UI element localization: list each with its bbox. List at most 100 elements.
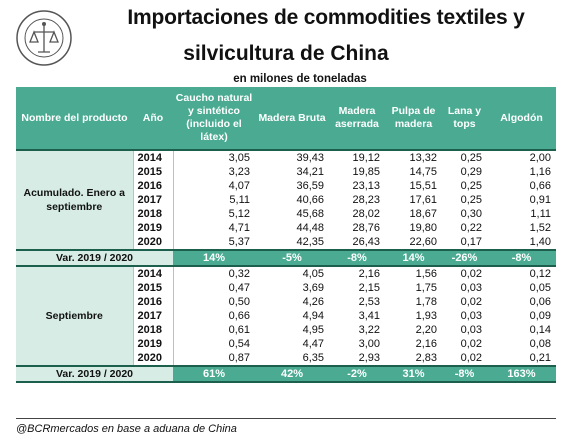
table-row: 2019 0,54 4,47 3,00 2,16 0,02 0,08 — [16, 337, 556, 351]
value-cell: 0,03 — [460, 310, 482, 322]
value-cell: 0,02 — [460, 296, 482, 308]
value-cell: 0,02 — [460, 352, 482, 364]
value-cell: 0,06 — [529, 296, 551, 308]
year-cell: 2014 — [133, 150, 174, 165]
table-row: 2018 5,12 45,68 28,02 18,67 0,30 1,11 — [16, 207, 556, 221]
value-cell: 3,00 — [358, 338, 380, 350]
value-cell: 44,48 — [296, 222, 324, 234]
table-row: 2015 3,23 34,21 19,85 14,75 0,29 1,16 — [16, 165, 556, 179]
table-row: 2019 4,71 44,48 28,76 19,80 0,22 1,52 — [16, 221, 556, 235]
value-cell: 45,68 — [296, 208, 324, 220]
year-cell: 2020 — [133, 351, 174, 366]
year-cell: 2016 — [133, 179, 174, 193]
value-cell: 0,05 — [529, 282, 551, 294]
value-cell: 13,32 — [409, 152, 437, 164]
variation-value: 61% — [173, 365, 255, 383]
col-header-sawn-wood: Madera aserrada — [329, 87, 385, 151]
col-header-cotton: Algodón — [487, 87, 556, 151]
variation-value: -8% — [442, 365, 487, 383]
value-cell: 19,85 — [352, 166, 380, 178]
value-cell: 39,43 — [296, 152, 324, 164]
value-cell: 0,66 — [228, 310, 250, 322]
value-cell: 5,11 — [229, 194, 250, 206]
col-header-pulp: Pulpa de madera — [385, 87, 442, 151]
source-footer: @BCRmercados en base a aduana de China — [16, 423, 237, 435]
year-cell: 2015 — [133, 281, 174, 295]
value-cell: 2,83 — [415, 352, 437, 364]
value-cell: 3,23 — [228, 166, 250, 178]
table-row: 2017 0,66 4,94 3,41 1,93 0,03 0,09 — [16, 309, 556, 323]
value-cell: 4,71 — [228, 222, 250, 234]
year-cell: 2018 — [133, 323, 174, 337]
table-row: Acumulado. Enero a septiembre 2014 3,05 39,… — [16, 150, 556, 250]
value-cell: 0,02 — [442, 265, 487, 281]
value-cell: 6,35 — [302, 352, 324, 364]
value-cell: 0,22 — [460, 222, 482, 234]
variation-value: 14% — [385, 249, 442, 267]
value-cell: 1,78 — [415, 296, 437, 308]
value-cell: 0,25 — [460, 152, 482, 164]
variation-value: -8% — [329, 249, 385, 267]
table-row: 2017 5,11 40,66 28,23 17,61 0,25 0,91 — [16, 193, 556, 207]
value-cell: 1,16 — [529, 166, 551, 178]
year-cell: 2019 — [133, 221, 174, 235]
value-cell: 28,02 — [352, 208, 380, 220]
value-cell: 0,87 — [228, 352, 250, 364]
value-cell: 4,07 — [228, 180, 250, 192]
value-cell: 0,61 — [228, 324, 250, 336]
header-row: Nombre del producto Año Caucho natural y… — [16, 87, 556, 151]
variation-row: Var. 2019 / 2020 14% -5% -8% 14% -26% -8% — [16, 249, 556, 267]
bcr-logo — [16, 10, 72, 66]
title-line-2: silvicultura de China — [183, 42, 389, 65]
value-cell: 0,30 — [460, 208, 482, 220]
value-cell: 0,91 — [529, 194, 551, 206]
value-cell: 2,00 — [529, 152, 551, 164]
value-cell: 0,32 — [173, 265, 255, 281]
value-cell: 2,20 — [415, 324, 437, 336]
value-cell: 0,03 — [460, 282, 482, 294]
value-cell: 17,61 — [409, 194, 437, 206]
value-cell: 26,43 — [352, 236, 380, 248]
table-row: 2015 0,47 3,69 2,15 1,75 0,03 0,05 — [16, 281, 556, 295]
value-cell: 5,37 — [228, 236, 250, 248]
variation-value: -2% — [329, 365, 385, 383]
value-cell: 15,51 — [409, 180, 437, 192]
value-cell: 2,53 — [358, 296, 380, 308]
col-header-wool: Lana y tops — [442, 87, 487, 151]
value-cell: 1,56 — [385, 265, 442, 281]
table-row: Septiembre 2014 0,32 4,05 2,16 1,56 0,02 0,12 — [16, 265, 556, 366]
imports-table: Nombre del producto Año Caucho natural y… — [16, 87, 556, 383]
value-cell: 0,47 — [228, 282, 250, 294]
value-cell: 3,41 — [358, 310, 380, 322]
subtitle: en milones de toneladas — [233, 73, 367, 85]
value-cell: 2,16 — [415, 338, 437, 350]
value-cell: 0,50 — [228, 296, 250, 308]
variation-value: 31% — [385, 365, 442, 383]
value-cell: 0,66 — [529, 180, 551, 192]
value-cell: 19,12 — [352, 152, 380, 164]
value-cell: 4,95 — [302, 324, 324, 336]
year-cell: 2017 — [133, 309, 174, 323]
value-cell: 2,16 — [329, 265, 385, 281]
col-header-product: Nombre del producto — [16, 87, 133, 151]
value-cell: 19,80 — [409, 222, 437, 234]
value-cell: 4,26 — [302, 296, 324, 308]
col-header-rubber: Caucho natural y sintético (incluido el … — [173, 87, 255, 151]
value-cell: 3,05 — [228, 152, 250, 164]
value-cell: 0,14 — [529, 324, 551, 336]
variation-value: 14% — [173, 249, 255, 267]
value-cell: 1,52 — [529, 222, 551, 234]
variation-label: Var. 2019 / 2020 — [16, 249, 173, 267]
value-cell: 36,59 — [296, 180, 324, 192]
value-cell: 3,69 — [302, 282, 324, 294]
value-cell: 4,94 — [302, 310, 324, 322]
year-cell: 2020 — [133, 235, 174, 250]
value-cell: 34,21 — [296, 166, 324, 178]
variation-value: 42% — [255, 365, 329, 383]
variation-value: -5% — [255, 249, 329, 267]
year-cell: 2016 — [133, 295, 174, 309]
year-cell: 2015 — [133, 165, 174, 179]
col-header-year: Año — [133, 87, 173, 151]
value-cell: 23,13 — [352, 180, 380, 192]
value-cell: 22,60 — [409, 236, 437, 248]
